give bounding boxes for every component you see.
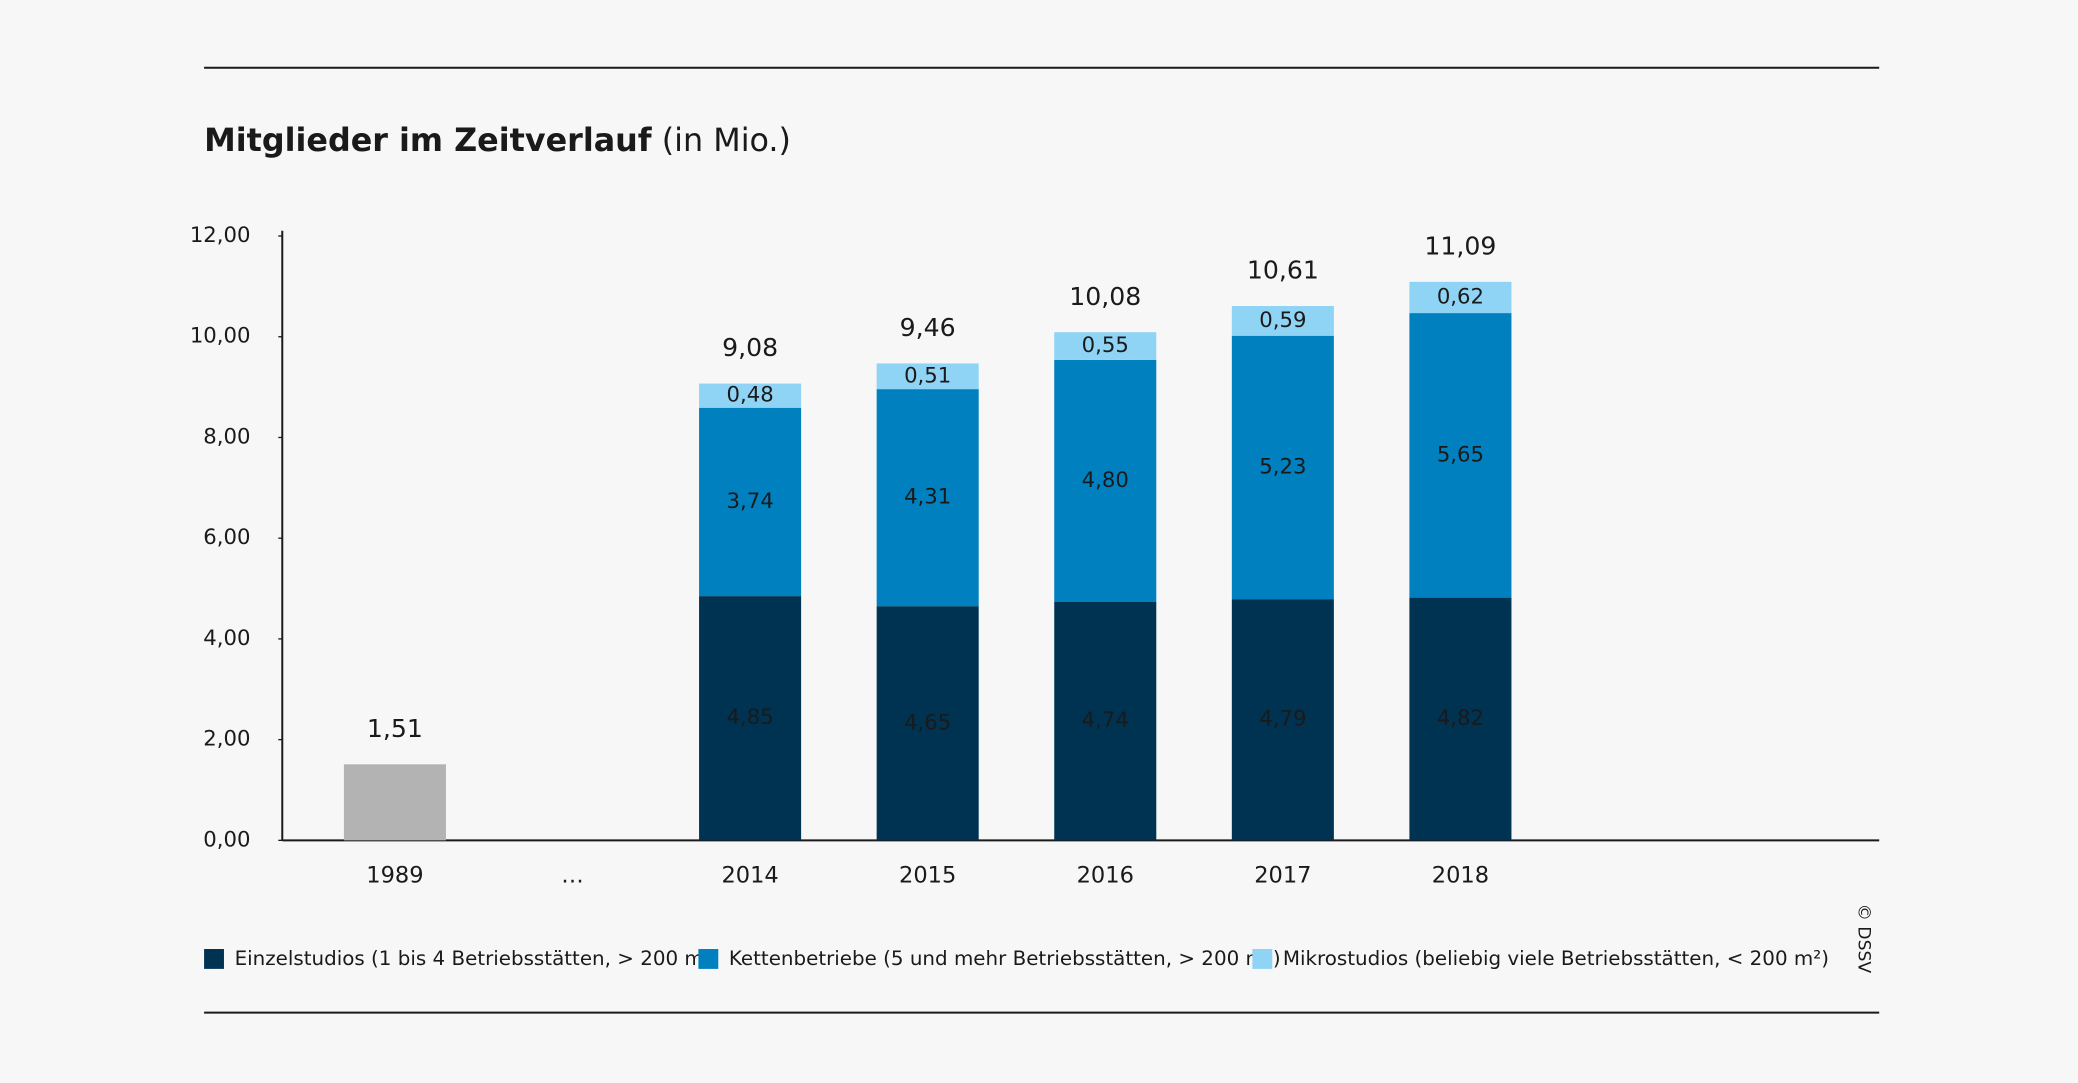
bar-segment	[1054, 601, 1157, 841]
bar-segment	[1231, 306, 1334, 336]
legend-label: Kettenbetriebe (5 und mehr Betriebsstätt…	[729, 947, 1281, 970]
value-label: 0,55	[1082, 332, 1129, 357]
y-tick-label: 8,00	[203, 423, 250, 448]
bar-segment	[876, 389, 979, 607]
bar-segment	[1231, 599, 1334, 841]
total-label: 1,51	[367, 714, 423, 743]
subtitle: (in Mio.)	[662, 122, 791, 159]
total-label: 9,08	[722, 333, 778, 362]
bar-segment	[1054, 332, 1157, 360]
bar-segment	[1409, 597, 1512, 841]
x-tick-label: 1989	[366, 863, 423, 889]
value-label: 3,74	[727, 488, 774, 513]
value-label: 0,51	[904, 362, 951, 387]
value-label: 4,65	[904, 709, 951, 734]
bar-segment	[1409, 281, 1512, 314]
bar-segment	[1054, 359, 1157, 602]
bar-segment	[699, 596, 802, 841]
x-tick-label: 2014	[721, 863, 778, 889]
x-tick-label: …	[561, 863, 584, 889]
x-tick-label: 2018	[1432, 863, 1489, 889]
legend-swatch	[1252, 949, 1273, 969]
x-tick-label: 2017	[1254, 863, 1311, 889]
value-label: 4,74	[1082, 707, 1129, 732]
title: Mitglieder im Zeitverlauf	[204, 122, 653, 159]
value-label: 4,79	[1259, 706, 1306, 731]
value-label: 0,59	[1259, 307, 1306, 332]
bar-segment	[1409, 313, 1512, 598]
bar-segment	[1231, 335, 1334, 600]
x-tick-label: 2015	[899, 863, 956, 889]
legend-label: Mikrostudios (beliebig viele Betriebsstä…	[1283, 947, 1829, 970]
bar-segment	[876, 363, 979, 390]
value-label: 4,80	[1082, 467, 1129, 492]
legend-label: Einzelstudios (1 bis 4 Betriebsstätten, …	[235, 947, 720, 970]
total-label: 10,08	[1069, 282, 1141, 311]
y-tick-label: 6,00	[203, 524, 250, 549]
credit: © DSSV	[1853, 904, 1873, 974]
bar-segment	[699, 407, 802, 597]
y-tick-label: 0,00	[203, 826, 250, 851]
value-label: 4,31	[904, 484, 951, 509]
bar-segment	[876, 606, 979, 841]
chart-title: Mitglieder im Zeitverlauf (in Mio.)	[204, 122, 791, 159]
value-label: 0,62	[1437, 283, 1484, 308]
y-tick-label: 10,00	[190, 323, 251, 348]
x-tick-label: 2016	[1077, 863, 1134, 889]
value-label: 0,48	[727, 382, 774, 407]
legend-swatch	[698, 949, 719, 969]
total-label: 11,09	[1424, 231, 1496, 260]
bar-segment	[699, 383, 802, 408]
total-label: 9,46	[900, 313, 956, 342]
y-tick-label: 2,00	[203, 726, 250, 751]
total-label: 10,61	[1247, 256, 1319, 285]
y-tick-label: 12,00	[190, 222, 251, 247]
value-label: 4,82	[1437, 705, 1484, 730]
value-label: 5,65	[1437, 441, 1484, 466]
legend-swatch	[204, 949, 224, 969]
y-tick-label: 4,00	[203, 625, 250, 650]
total-bar	[343, 764, 446, 841]
value-label: 5,23	[1259, 453, 1306, 478]
value-label: 4,85	[727, 704, 774, 729]
